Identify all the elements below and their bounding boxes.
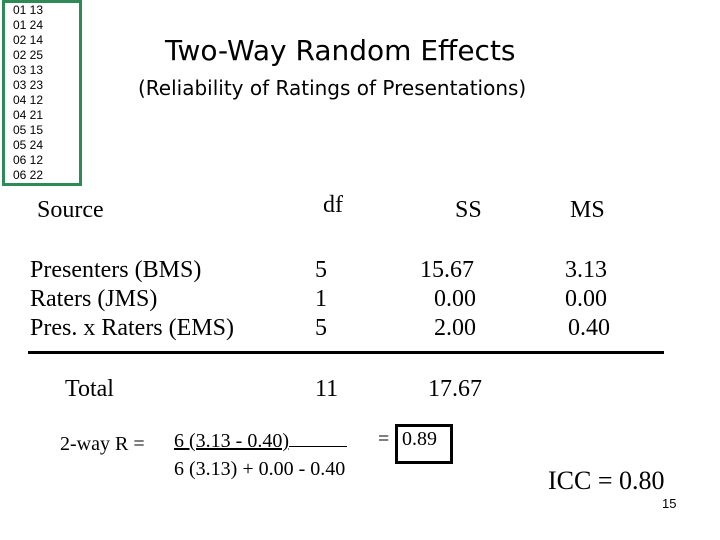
row-ss: 15.67 xyxy=(420,257,474,283)
row-ms: 3.13 xyxy=(565,257,607,283)
row-ms: 0.40 xyxy=(568,315,610,341)
data-row: 05 24 xyxy=(13,138,44,152)
row-ss: 0.00 xyxy=(434,286,476,312)
row-df: 5 xyxy=(315,257,327,283)
formula-result: 0.89 xyxy=(402,428,437,450)
row-ss: 2.00 xyxy=(434,315,476,341)
total-label: Total xyxy=(65,376,114,402)
data-row: 04 21 xyxy=(13,108,44,122)
row-df: 5 xyxy=(315,315,327,341)
row-source: Pres. x Raters (EMS) xyxy=(30,315,234,341)
data-row: 02 14 xyxy=(13,33,44,47)
header-ss: SS xyxy=(455,197,482,223)
data-list-box: 01 13 01 24 02 14 02 25 03 13 03 23 04 1… xyxy=(2,0,82,186)
page-subtitle: (Reliability of Ratings of Presentations… xyxy=(138,76,527,100)
row-source: Presenters (BMS) xyxy=(30,257,202,283)
fraction-bar-extension xyxy=(288,428,347,447)
header-ms: MS xyxy=(570,197,605,223)
row-source: Raters (JMS) xyxy=(30,286,158,312)
formula-lhs: 2-way R = xyxy=(60,433,145,455)
result-box xyxy=(395,424,453,464)
page-title: Two-Way Random Effects xyxy=(165,34,516,67)
data-row: 06 12 xyxy=(13,153,44,167)
table-divider xyxy=(28,351,664,354)
header-source: Source xyxy=(37,197,104,223)
icc-result: ICC = 0.80 xyxy=(548,466,665,495)
row-df: 1 xyxy=(315,286,327,312)
formula-equals: = xyxy=(378,428,390,450)
data-row: 01 24 xyxy=(13,18,44,32)
row-ms: 0.00 xyxy=(565,286,607,312)
data-row: 05 15 xyxy=(13,123,44,137)
data-row: 04 12 xyxy=(13,93,44,107)
data-row: 03 23 xyxy=(13,78,44,92)
formula-denominator: 6 (3.13) + 0.00 - 0.40 xyxy=(174,458,346,480)
formula-numerator-text: 6 (3.13 - 0.40) xyxy=(174,430,289,452)
data-row: 03 13 xyxy=(13,63,44,77)
page-number: 15 xyxy=(662,496,677,511)
formula-numerator: 6 (3.13 - 0.40) xyxy=(174,428,347,453)
header-df: df xyxy=(323,192,343,218)
data-row: 06 22 xyxy=(13,168,44,182)
total-df: 11 xyxy=(315,376,339,402)
data-row: 01 13 xyxy=(13,3,44,17)
data-row: 02 25 xyxy=(13,48,44,62)
total-ss: 17.67 xyxy=(428,376,482,402)
